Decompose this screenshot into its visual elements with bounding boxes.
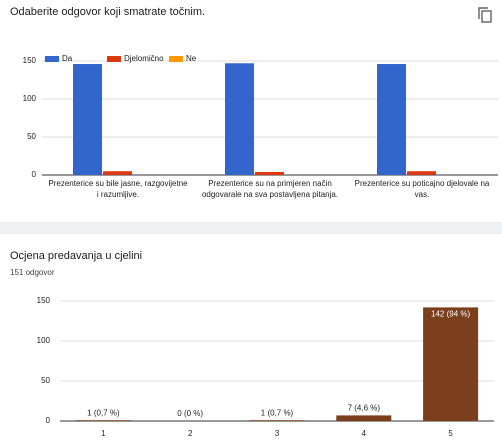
y-tick-label: 150 [23,56,37,65]
bar [255,171,284,175]
card: 0 50 100 150 Da Djelomično Ne Odaberite odgovo… [0,0,502,222]
x-tick-label: 1 [101,429,106,438]
x-tick-label: 5 [448,429,453,438]
bar [249,420,305,421]
x-tick-label: 4 [361,429,367,438]
legend-label: Da [62,54,73,63]
copy-icon[interactable] [476,6,496,26]
bar [407,171,436,175]
bar [225,63,254,175]
legend-label: Djelomično [124,54,164,63]
y-tick-label: 150 [37,296,51,305]
chart-subtitle: 151 odgovor [10,268,55,277]
value-label: 7 (4,6 %) [348,404,381,413]
legend-swatch [107,56,121,62]
bar [73,64,102,175]
x-tick-label: 2 [187,429,193,438]
value-label: 0 (0 %) [177,409,203,418]
bar [103,171,132,175]
y-tick-label: 100 [23,94,37,103]
chart: 0 50 100 150 1 (0,7 %) 0 (0 %) 1 (0,7 %) 7 (4,6… [37,296,494,425]
legend-swatch [169,56,183,62]
bar [336,415,392,421]
x-tick-label: Prezenterice su na primjeren način odgov… [201,179,339,199]
y-tick-label: 100 [37,336,51,345]
y-tick-label: 50 [41,376,50,385]
bar [377,64,406,175]
x-tick-label: Prezenterice su poticajno djelovale na v… [354,179,490,199]
x-tick-label: 3 [274,429,280,438]
value-label: 142 (94 %) [431,310,470,319]
chart-title: Ocjena predavanja u cjelini [10,250,143,262]
chart-title: Odaberite odgovor koji smatrate točnim. [10,6,206,18]
y-tick-label: 50 [27,132,36,141]
card: 0 50 100 150 1 (0,7 %) 0 (0 %) 1 (0,7 %) 7 (4,6… [0,234,502,447]
y-tick-label: 0 [46,416,51,425]
legend-label: Ne [186,54,197,63]
bar [423,307,479,421]
y-tick-label: 0 [32,170,37,179]
value-label: 1 (0,7 %) [261,408,294,417]
separator [0,222,502,234]
x-tick-label: Prezenterice su bile jasne, razgovijetne… [48,179,188,199]
chart: 0 50 100 150 Da Djelomično Ne [23,54,498,179]
bar [75,420,131,421]
value-label: 1 (0,7 %) [87,408,120,417]
legend-swatch [45,56,59,62]
